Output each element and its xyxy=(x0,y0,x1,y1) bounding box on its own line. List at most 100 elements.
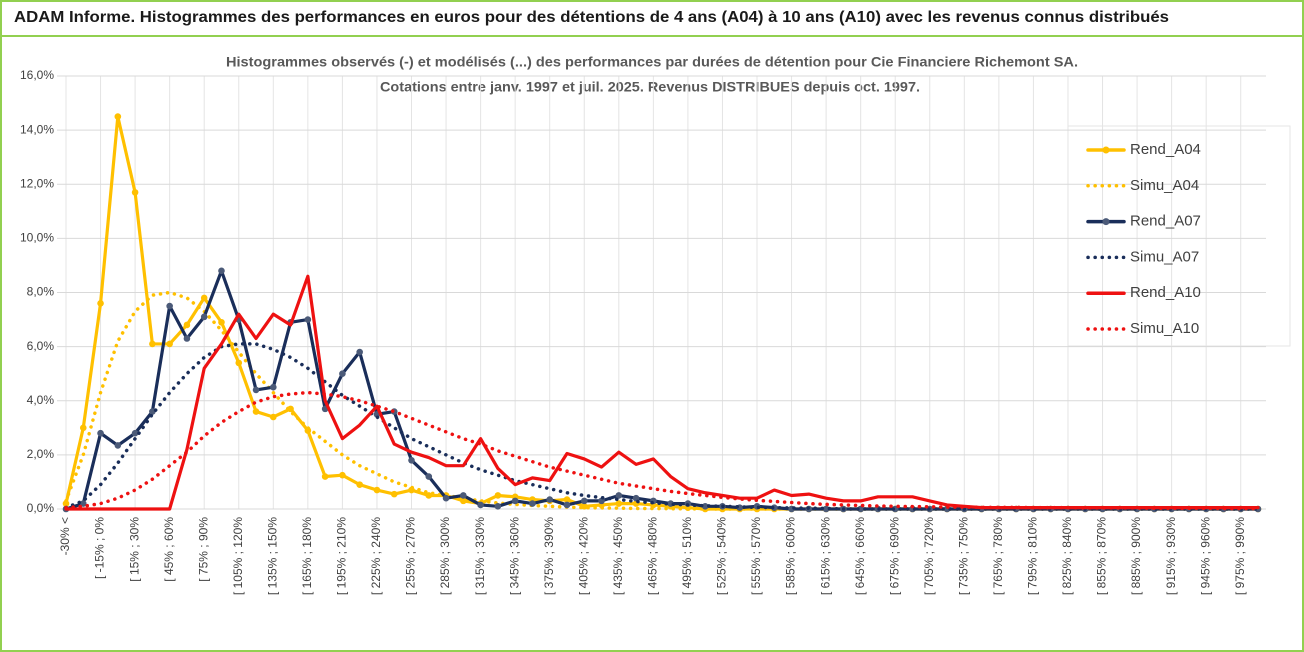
y-tick-label: 6,0% xyxy=(27,339,55,353)
x-tick-label: [ 705% ; 720% xyxy=(922,517,936,595)
x-tick-label: [ -15% ; 0% xyxy=(93,517,107,579)
legend-label: Simu_A10 xyxy=(1130,320,1199,337)
x-tick-label: [ 105% ; 120% xyxy=(231,517,245,595)
x-tick-label: [ 495% ; 510% xyxy=(680,517,694,595)
data-point xyxy=(339,471,346,479)
chart-title: Histogrammes observés (-) et modélisés (… xyxy=(226,54,1078,70)
data-point xyxy=(131,429,139,437)
x-tick-label: [ 525% ; 540% xyxy=(715,517,729,595)
data-point xyxy=(304,316,312,323)
y-tick-label: 4,0% xyxy=(27,393,55,407)
x-tick-label: [ 315% ; 330% xyxy=(473,517,487,595)
data-point xyxy=(270,383,277,391)
data-point xyxy=(425,473,433,480)
y-tick-label: 0,0% xyxy=(27,501,55,515)
y-tick-label: 16,0% xyxy=(20,68,54,82)
data-point xyxy=(321,473,329,480)
x-tick-label: [ 645% ; 660% xyxy=(853,517,867,595)
data-point xyxy=(200,313,208,321)
x-tick-label: [ 585% ; 600% xyxy=(784,517,798,595)
data-point xyxy=(390,490,398,498)
data-point xyxy=(477,501,484,509)
x-tick-label: [ 735% ; 750% xyxy=(956,517,970,595)
data-point xyxy=(252,386,260,394)
x-tick-label: [ 135% ; 150% xyxy=(265,517,279,595)
x-tick-label: [ 675% ; 690% xyxy=(887,517,901,595)
data-point xyxy=(494,492,502,499)
x-tick-label: [ 615% ; 630% xyxy=(818,517,832,595)
data-point xyxy=(822,505,830,513)
data-point xyxy=(563,501,571,509)
legend-marker xyxy=(1102,218,1110,226)
x-tick-label: [ 45% ; 60% xyxy=(162,517,176,582)
data-point xyxy=(114,113,122,120)
x-tick-label: [ 165% ; 180% xyxy=(300,517,314,595)
data-point xyxy=(460,492,467,499)
data-point xyxy=(252,408,260,415)
series-line xyxy=(64,290,1260,511)
legend-label: Rend_A04 xyxy=(1130,141,1201,158)
legend-label: Rend_A07 xyxy=(1130,213,1201,230)
data-point xyxy=(373,486,381,494)
data-point xyxy=(356,481,363,488)
x-tick-label: [ 945% ; 960% xyxy=(1198,517,1212,595)
x-tick-label: [ 915% ; 930% xyxy=(1164,517,1178,595)
data-point xyxy=(183,321,191,329)
data-point xyxy=(218,267,225,275)
data-point xyxy=(615,492,623,499)
data-point xyxy=(442,494,450,502)
x-tick-label: [ 795% ; 810% xyxy=(1026,517,1040,595)
x-tick-label: [ 765% ; 780% xyxy=(991,517,1005,595)
data-point xyxy=(131,189,139,196)
data-point xyxy=(580,497,588,505)
data-point xyxy=(339,370,346,377)
data-point xyxy=(62,500,70,507)
data-point xyxy=(79,500,87,507)
x-tick-label: [ 75% ; 90% xyxy=(196,517,210,582)
x-tick-label: [ 975% ; 990% xyxy=(1233,517,1247,595)
x-tick-label: [ 15% ; 30% xyxy=(127,517,141,582)
data-point xyxy=(857,505,864,513)
data-point xyxy=(166,340,173,348)
x-tick-label: [ 555% ; 570% xyxy=(749,517,763,595)
x-tick-label: [ 405% ; 420% xyxy=(576,517,590,595)
legend-label: Simu_A07 xyxy=(1130,248,1199,265)
data-point xyxy=(529,500,536,507)
data-point xyxy=(356,348,363,356)
legend-box xyxy=(1067,125,1291,347)
data-point xyxy=(183,335,191,342)
x-tick-label: [ 255% ; 270% xyxy=(404,517,418,595)
x-tick-label: [ 225% ; 240% xyxy=(369,517,383,595)
data-point xyxy=(166,302,173,310)
legend-label: Rend_A10 xyxy=(1130,284,1201,301)
x-tick-label: [ 465% ; 480% xyxy=(646,517,660,595)
data-point xyxy=(270,413,277,421)
data-point xyxy=(494,502,502,510)
series-line xyxy=(64,274,1260,511)
x-tick-label: -30% < xyxy=(58,517,72,555)
data-point xyxy=(615,500,623,507)
data-point xyxy=(149,340,156,348)
data-point xyxy=(408,456,415,464)
chart-subtitle: Cotations entre janv. 1997 et juil. 2025… xyxy=(380,79,920,95)
series-line xyxy=(64,342,1260,511)
legend-marker xyxy=(1102,146,1110,154)
x-tick-label: [ 195% ; 210% xyxy=(335,517,349,595)
data-point xyxy=(79,424,87,432)
x-tick-label: [ 885% ; 900% xyxy=(1129,517,1143,595)
y-tick-label: 8,0% xyxy=(27,285,55,299)
x-tick-label: [ 345% ; 360% xyxy=(507,517,521,595)
x-tick-label: [ 375% ; 390% xyxy=(542,517,556,595)
legend-label: Simu_A04 xyxy=(1130,177,1199,194)
y-tick-label: 10,0% xyxy=(20,231,54,245)
data-point xyxy=(97,300,104,307)
y-tick-label: 12,0% xyxy=(20,176,54,190)
data-point xyxy=(200,294,208,302)
data-point xyxy=(546,496,554,503)
data-point xyxy=(425,492,433,499)
data-point xyxy=(235,359,243,367)
data-point xyxy=(563,496,571,503)
data-point xyxy=(511,497,519,505)
header-title: ADAM Informe. Histogrammes des performan… xyxy=(14,9,1169,26)
